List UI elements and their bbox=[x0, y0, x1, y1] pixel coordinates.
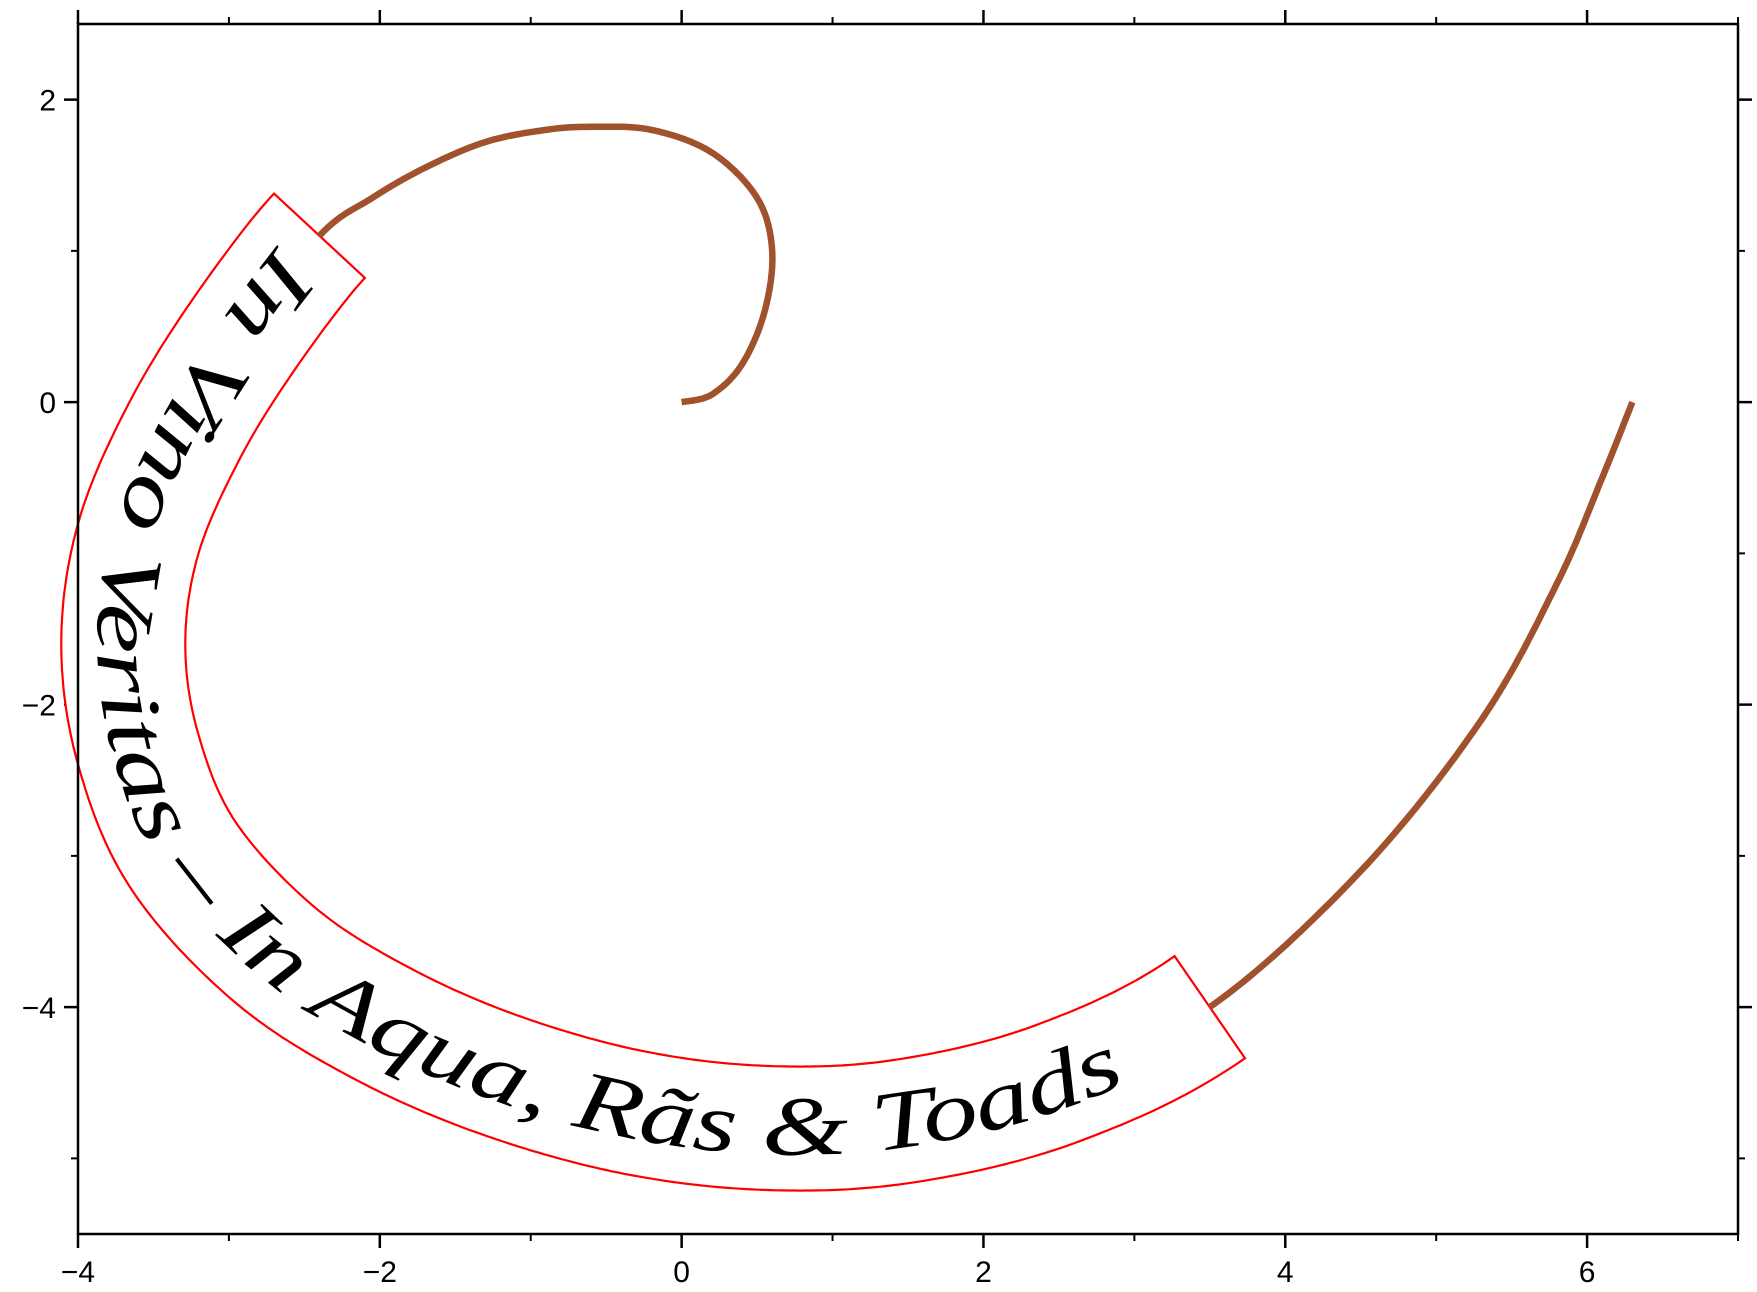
plot-frame bbox=[76, 22, 1740, 1236]
series-line-inner bbox=[317, 123, 776, 406]
y-tick-label: 2 bbox=[39, 85, 56, 118]
x-tick-label: 0 bbox=[673, 1256, 690, 1289]
x-tick-label: 6 bbox=[1579, 1256, 1596, 1289]
y-tick-label: −4 bbox=[22, 992, 56, 1025]
tick-labels: −4 −2 0 2 4 6 −4 −2 0 2 bbox=[22, 85, 1596, 1289]
x-tick-label: 2 bbox=[975, 1256, 992, 1289]
x-tick-label: −2 bbox=[363, 1256, 397, 1289]
y-tick-label: −2 bbox=[22, 690, 56, 723]
series-line-outer bbox=[1207, 400, 1636, 1010]
annotation-box bbox=[60, 192, 1247, 1192]
y-tick-label: 0 bbox=[39, 387, 56, 420]
x-tick-label: −4 bbox=[61, 1256, 95, 1289]
x-tick-label: 4 bbox=[1277, 1256, 1294, 1289]
